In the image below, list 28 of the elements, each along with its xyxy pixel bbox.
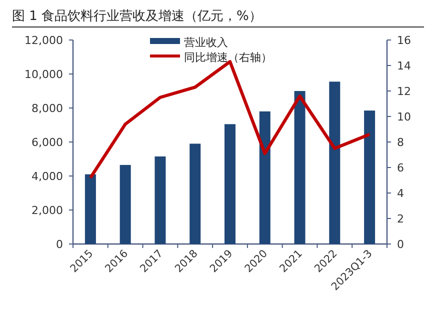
y-tick-label: 4,000: [32, 170, 63, 183]
y-tick-label: 0: [56, 238, 63, 251]
y-tick-label: 12,000: [24, 34, 63, 47]
bar: [364, 110, 376, 244]
y2-tick-label: 16: [397, 34, 411, 47]
bar: [190, 144, 201, 244]
chart-title: 图 1 食品饮料行业营收及增速（亿元，%）: [12, 9, 262, 24]
bar: [154, 156, 166, 244]
bar: [259, 111, 270, 244]
y2-tick-label: 10: [397, 110, 411, 124]
y2-tick-label: 12: [397, 85, 411, 98]
y-tick-label: 6,000: [32, 136, 63, 149]
legend-label: 营业收入: [184, 36, 228, 49]
y2-tick-label: 6: [397, 162, 404, 174]
bar: [84, 174, 96, 244]
y2-tick-label: 8: [397, 136, 404, 149]
legend-label: 同比增速（右轴）: [184, 51, 272, 64]
bar: [120, 164, 131, 244]
y2-tick-label: 2: [397, 212, 404, 226]
y-tick-label: 2,000: [32, 204, 63, 217]
bar: [294, 91, 306, 244]
y2-tick-label: 0: [397, 238, 404, 251]
bar: [224, 124, 236, 244]
y2-tick-label: 4: [397, 187, 404, 200]
bar: [329, 82, 340, 244]
y-tick-label: 8,000: [32, 102, 63, 115]
y2-tick-label: 14: [397, 60, 411, 72]
y-tick-label: 10,000: [24, 68, 63, 81]
